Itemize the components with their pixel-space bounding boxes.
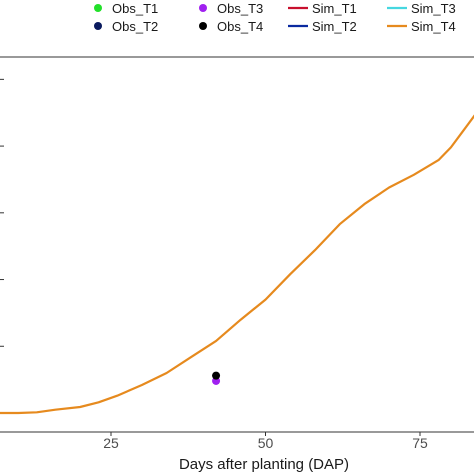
- series-line-sim-t4: [0, 114, 474, 415]
- legend-key-point: [199, 4, 207, 12]
- legend-label: Obs_T2: [112, 19, 158, 34]
- series-layer: [0, 114, 474, 415]
- legend-label: Obs_T4: [217, 19, 263, 34]
- legend-key-point: [94, 22, 102, 30]
- x-tick-label: 75: [412, 435, 428, 451]
- legend-label: Obs_T3: [217, 1, 263, 16]
- legend-label: Sim_T1: [312, 1, 357, 16]
- legend-item-obs-t4: Obs_T4: [199, 19, 263, 34]
- x-axis-title: Days after planting (DAP): [179, 456, 349, 473]
- legend-label: Obs_T1: [112, 1, 158, 16]
- legend-item-sim-t4: Sim_T4: [387, 19, 456, 34]
- legend-label: Sim_T4: [411, 19, 456, 34]
- legend-key-point: [199, 22, 207, 30]
- legend-label: Sim_T3: [411, 1, 456, 16]
- x-tick-label: 50: [258, 435, 274, 451]
- x-axis-ticks: 25 50 75: [103, 432, 428, 451]
- legend-item-sim-t3: Sim_T3: [387, 1, 456, 16]
- x-tick-label: 25: [103, 435, 119, 451]
- legend-key-point: [94, 4, 102, 12]
- legend: Obs_T1 Obs_T2 Obs_T3 Obs_T4 Sim_T1 Sim_T2 Sim_…: [94, 1, 456, 34]
- legend-item-obs-t3: Obs_T3: [199, 1, 263, 16]
- legend-item-obs-t1: Obs_T1: [94, 1, 158, 16]
- legend-item-sim-t1: Sim_T1: [288, 1, 357, 16]
- legend-item-obs-t2: Obs_T2: [94, 19, 158, 34]
- data-point-obs-t4: [212, 371, 221, 380]
- legend-label: Sim_T2: [312, 19, 357, 34]
- plot-panel: [0, 56, 474, 433]
- y-axis-ticks: [0, 78, 4, 347]
- legend-item-sim-t2: Sim_T2: [288, 19, 357, 34]
